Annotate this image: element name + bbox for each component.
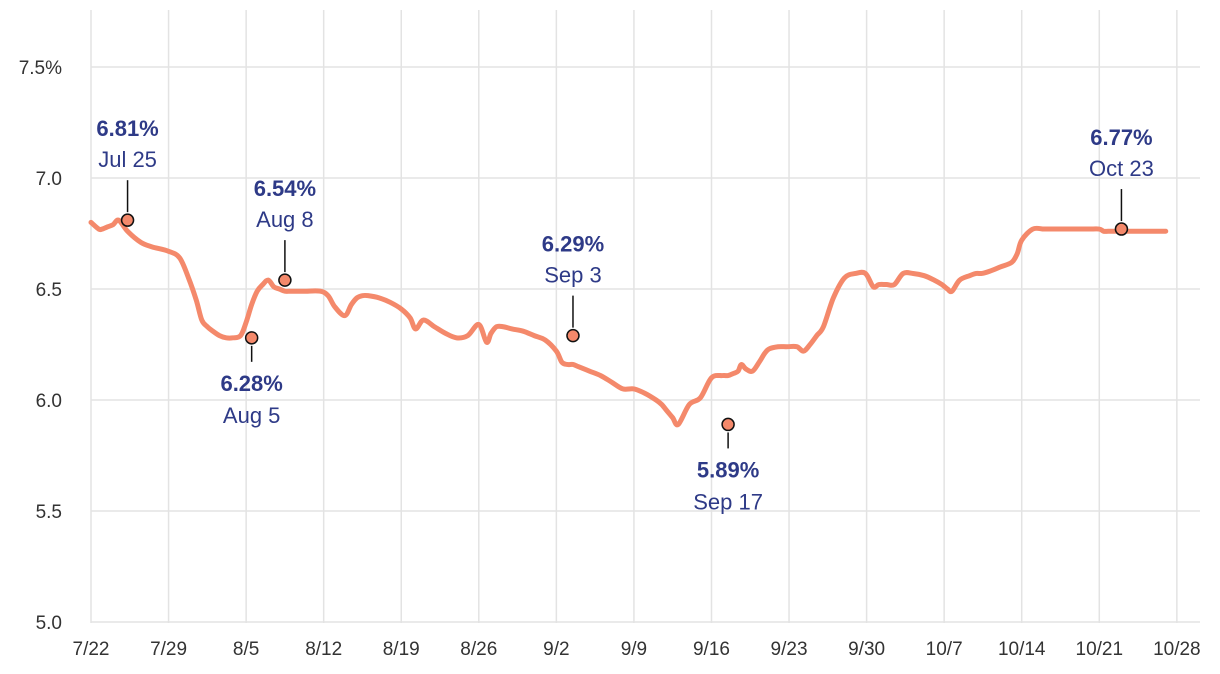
y-tick-label: 5.0 (36, 613, 62, 634)
x-axis-tick-labels: 7/22 7/29 8/5 8/12 8/19 8/26 9/2 9/9 9/16 9/23 9/3… (73, 639, 1201, 660)
annotation-value: 6.77% (1090, 125, 1152, 150)
x-tick-label: 8/26 (460, 639, 497, 660)
x-tick-label: 8/5 (233, 639, 259, 660)
annotation-value: 6.54% (254, 176, 316, 201)
annotation-marker (566, 328, 580, 343)
annotation: 6.54% Aug 8 (254, 176, 316, 287)
annotation-date: Oct 23 (1089, 156, 1154, 181)
y-tick-label: 6.5 (36, 280, 62, 301)
x-tick-label: 9/30 (848, 639, 885, 660)
annotation-date: Sep 3 (544, 263, 602, 288)
x-tick-label: 8/19 (383, 639, 420, 660)
x-tick-label: 7/29 (150, 639, 187, 660)
x-tick-label: 10/7 (926, 639, 963, 660)
y-axis-tick-labels: 5.0 5.5 6.0 6.5 7.0 7.5% (19, 58, 62, 634)
annotation: 5.89% Sep 17 (693, 417, 763, 514)
annotation: 6.81% Jul 25 (96, 116, 159, 227)
annotation-marker (244, 331, 259, 345)
annotation-marker (721, 417, 735, 432)
annotation: 6.77% Oct 23 (1089, 125, 1154, 236)
annotation-date: Aug 8 (256, 207, 314, 232)
y-tick-label: 7.0 (36, 169, 62, 190)
x-tick-label: 9/9 (621, 639, 647, 660)
annotation-date: Jul 25 (98, 147, 157, 172)
annotation: 6.28% Aug 5 (220, 331, 283, 428)
x-tick-label: 9/2 (543, 639, 569, 660)
annotation-marker (120, 213, 135, 227)
annotation-value: 6.28% (220, 371, 282, 396)
x-tick-label: 10/14 (998, 639, 1046, 660)
annotation-marker (278, 273, 292, 287)
x-tick-label: 7/22 (73, 639, 110, 660)
rate-series-line (88, 217, 1169, 428)
x-tick-label: 9/16 (693, 639, 730, 660)
annotations: 6.81% Jul 25 6.28% Aug 5 6.54% Aug 8 6.29% Sep … (96, 116, 1153, 514)
annotation-value: 6.29% (542, 232, 604, 257)
gridlines (90, 10, 1200, 623)
annotation-date: Aug 5 (223, 403, 281, 428)
x-tick-label: 10/28 (1153, 639, 1201, 660)
y-tick-label: 7.5% (19, 58, 62, 79)
y-tick-label: 6.0 (36, 391, 62, 412)
x-tick-label: 8/12 (305, 639, 342, 660)
annotation-value: 6.81% (96, 116, 158, 141)
annotation-date: Sep 17 (693, 489, 763, 514)
annotation-marker (1114, 222, 1129, 236)
y-tick-label: 5.5 (36, 502, 62, 523)
x-tick-label: 9/23 (771, 639, 808, 660)
x-tick-label: 10/21 (1076, 639, 1124, 660)
annotation: 6.29% Sep 3 (542, 232, 604, 343)
annotation-value: 5.89% (697, 457, 759, 482)
